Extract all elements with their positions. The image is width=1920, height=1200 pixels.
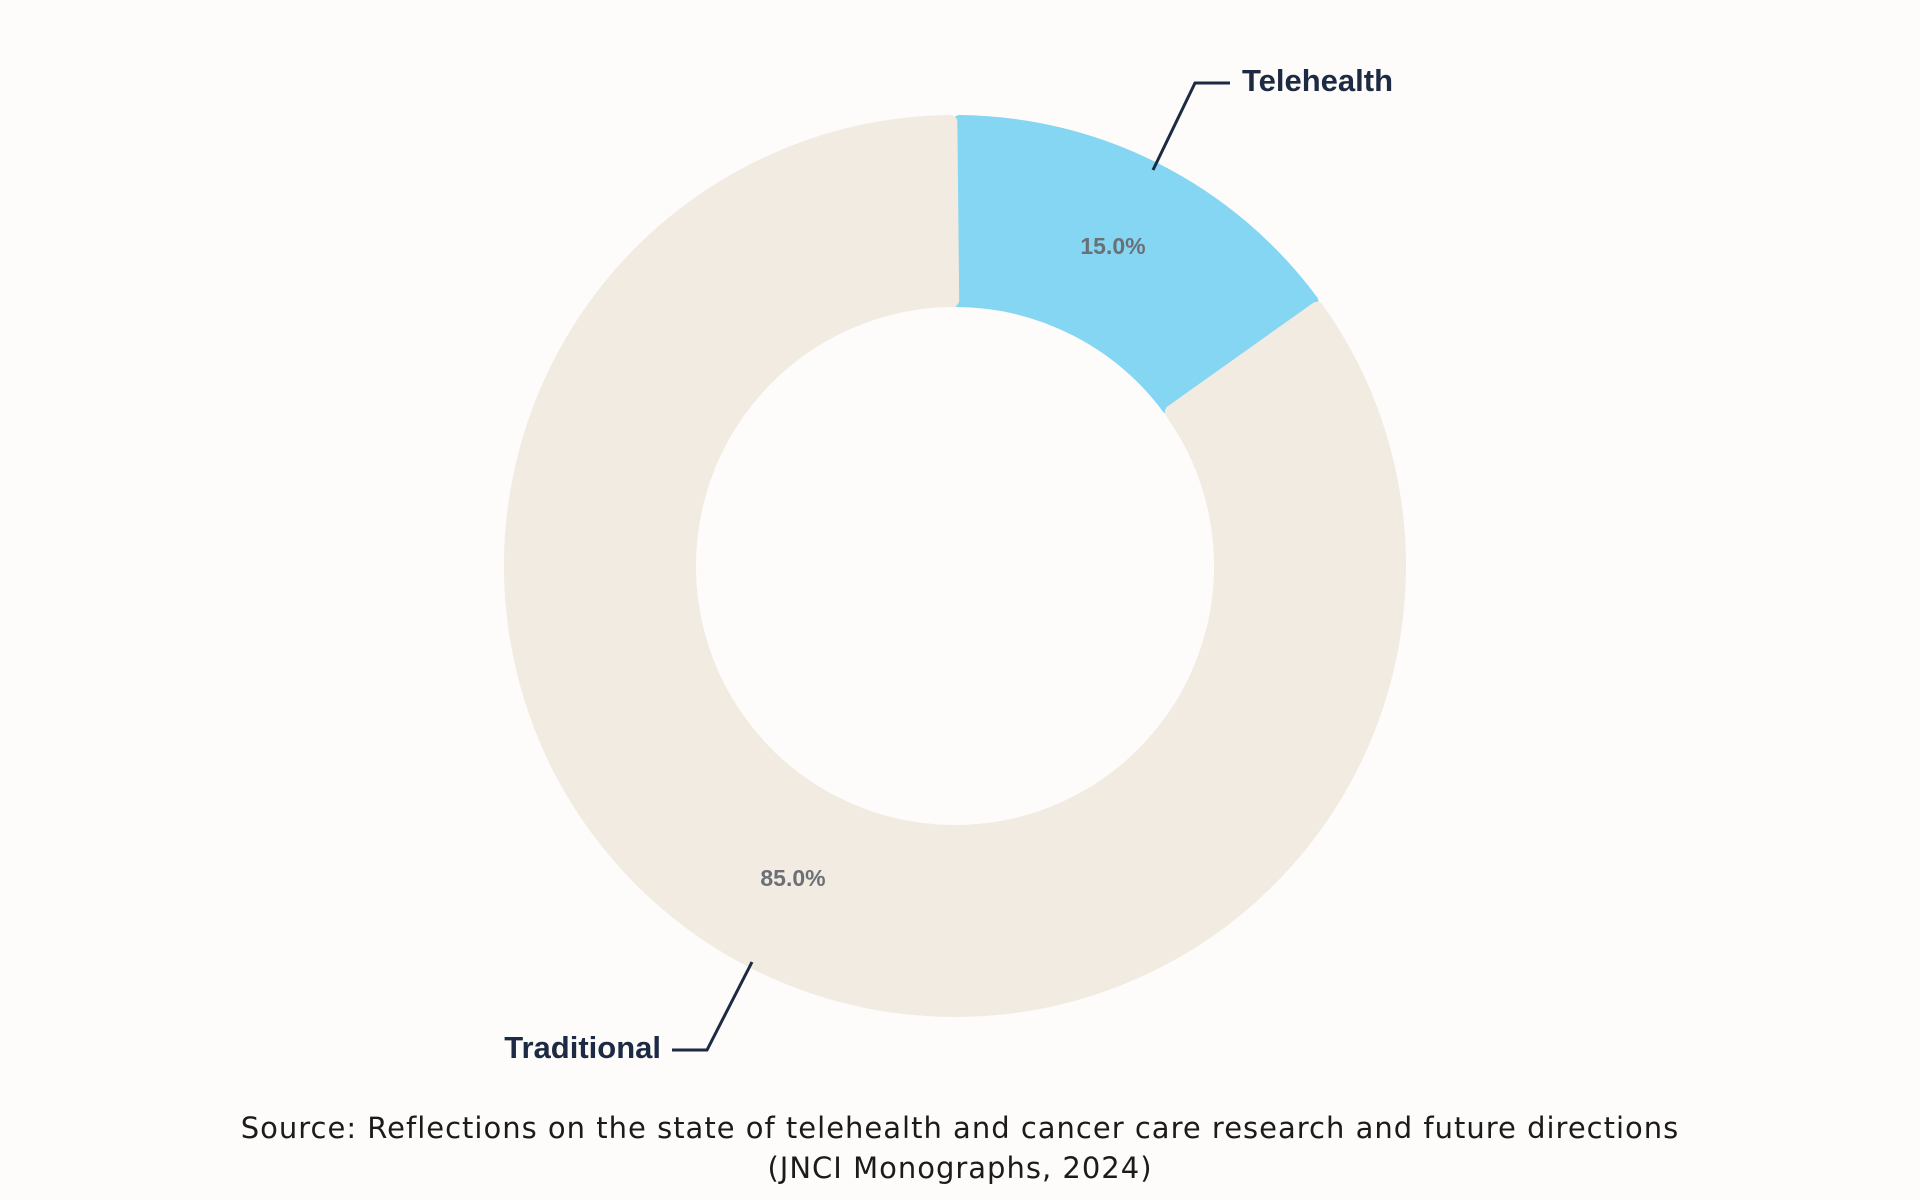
leader-lines: [672, 81, 1230, 1052]
slice-telehealth: [950, 115, 1319, 415]
traditional-leader-line: [672, 961, 754, 1052]
source-line-1: Source: Reflections on the state of tele…: [240, 1111, 1680, 1145]
traditional-category-label: Traditional: [504, 1030, 661, 1065]
traditional-value-label: 85.0%: [760, 865, 825, 891]
source-caption: Source: Reflections on the state of tele…: [0, 1108, 1920, 1188]
telehealth-leader-line: [1151, 81, 1230, 171]
donut-slices: [504, 115, 1406, 1017]
slice-traditional: [504, 115, 1406, 1017]
source-line-2: (JNCI Monographs, 2024): [767, 1151, 1153, 1185]
telehealth-value-label: 15.0%: [1080, 233, 1145, 259]
telehealth-category-label: Telehealth: [1242, 63, 1393, 98]
